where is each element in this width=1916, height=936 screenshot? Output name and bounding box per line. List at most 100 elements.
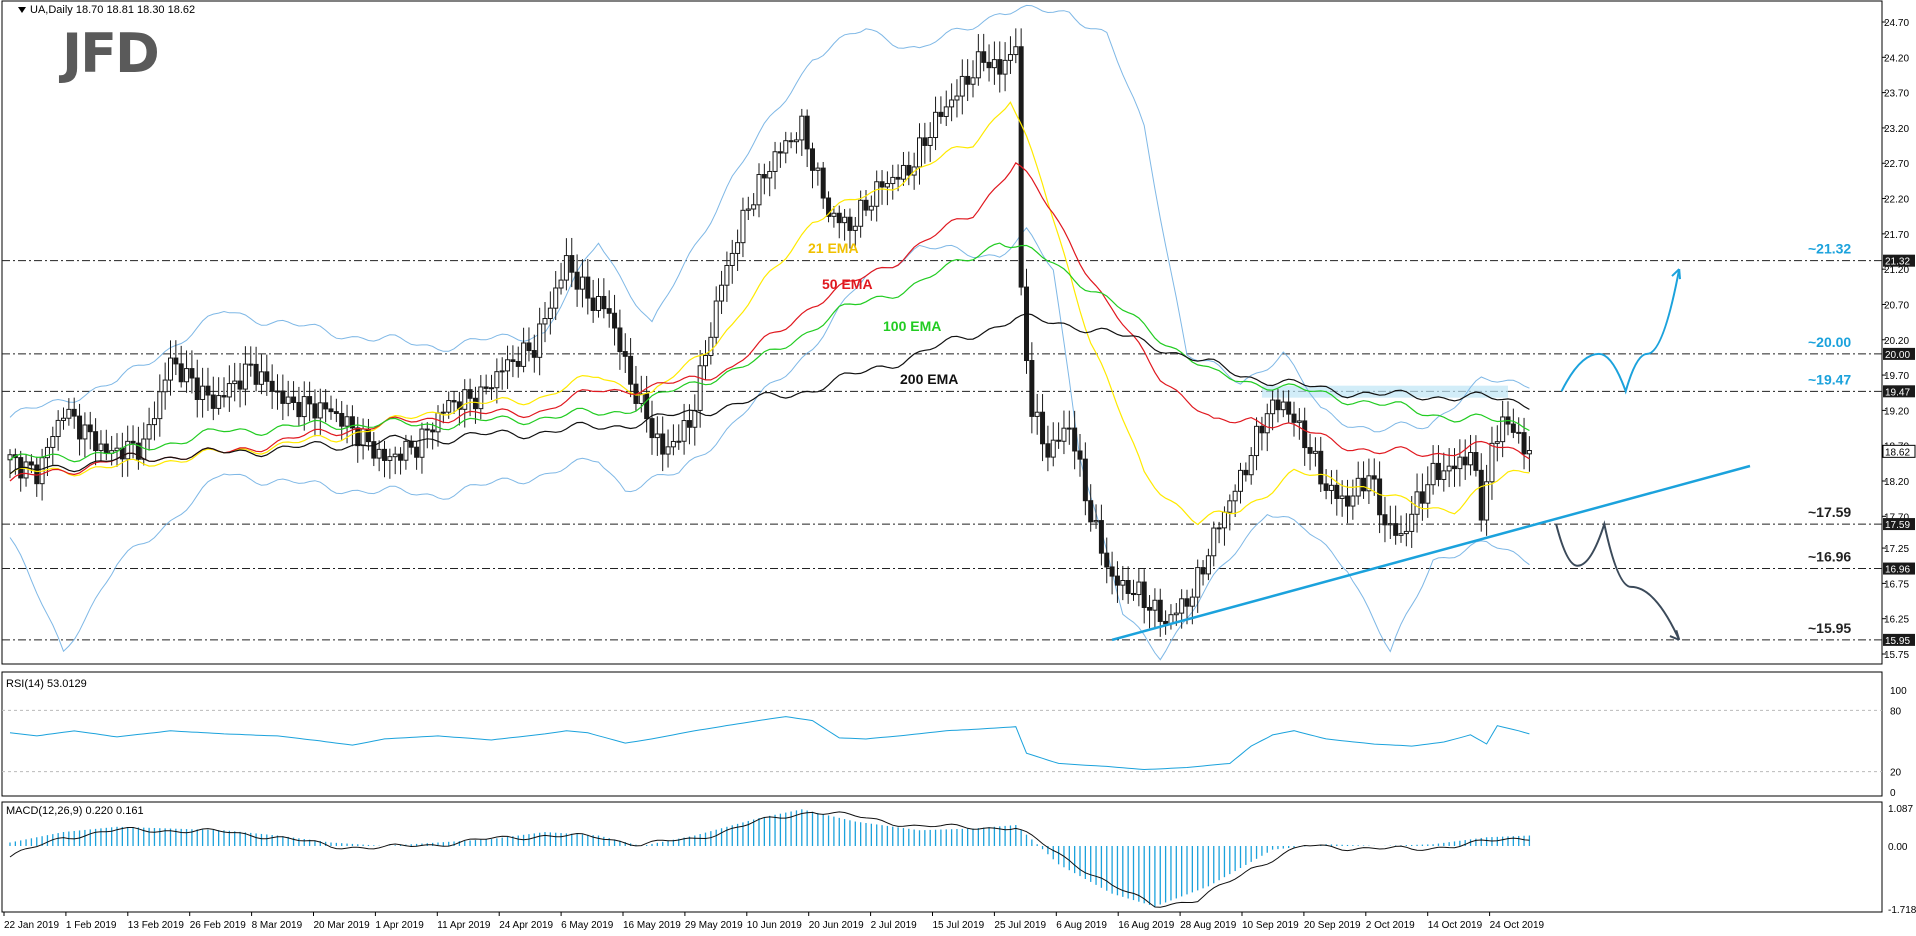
x-tick-label: 11 Apr 2019 <box>437 920 491 931</box>
x-tick-label: 24 Oct 2019 <box>1490 920 1545 931</box>
candle-body <box>767 170 773 179</box>
y-tick-label: 15.75 <box>1884 650 1909 661</box>
candle-body <box>1056 439 1062 442</box>
candle-body <box>997 59 1003 75</box>
candle-body <box>1425 484 1431 504</box>
candle-body <box>1002 59 1008 75</box>
candle-body <box>387 456 393 461</box>
candle-body <box>729 252 735 266</box>
candle-body <box>130 440 136 444</box>
candle-body <box>1328 484 1334 491</box>
level-price-tag-text: 20.00 <box>1885 350 1910 361</box>
candle-body <box>804 115 810 150</box>
y-tick-label: 16.25 <box>1884 615 1909 626</box>
candle-body <box>1104 552 1110 568</box>
candle-body <box>1093 520 1099 523</box>
candle-body <box>965 75 971 85</box>
candle-body <box>868 205 874 211</box>
candle-body <box>1205 555 1211 575</box>
candle-body <box>258 371 264 385</box>
candle-body <box>863 199 869 211</box>
level-price-tag <box>1883 562 1915 575</box>
ema-100-line <box>9 242 1530 463</box>
candle-body <box>173 357 179 365</box>
candle-body <box>1526 450 1532 455</box>
candle-body <box>125 440 131 460</box>
candle-body <box>1494 441 1500 444</box>
macd-pane <box>1 801 1883 913</box>
candle-body <box>114 447 120 452</box>
candle-body <box>922 137 928 146</box>
candle-body <box>355 427 361 447</box>
candle-body <box>1024 286 1029 362</box>
candle-body <box>1414 491 1420 515</box>
candle-body <box>269 380 275 392</box>
candle-body <box>1377 478 1383 516</box>
candle-body <box>1457 456 1463 470</box>
candle-body <box>440 411 446 414</box>
level-price-tag <box>1883 385 1915 398</box>
candle-body <box>1184 598 1190 607</box>
bullish-scenario-arrow <box>1560 268 1681 395</box>
candle-body <box>221 395 227 398</box>
candle-body <box>349 416 355 429</box>
candle-body <box>670 440 676 448</box>
candle-body <box>638 393 644 404</box>
candle-body <box>1291 413 1297 423</box>
candle-body <box>1109 566 1115 577</box>
x-tick-label: 10 Jun 2019 <box>747 920 802 931</box>
candle-body <box>1200 567 1206 575</box>
candle-body <box>1419 491 1425 504</box>
collapse-triangle-icon[interactable] <box>18 7 26 14</box>
candle-body <box>703 355 708 367</box>
candle-body <box>585 276 591 299</box>
candle-body <box>1500 416 1506 443</box>
candle-body <box>820 167 826 199</box>
candle-body <box>28 461 34 466</box>
candle-body <box>596 295 601 311</box>
candle-body <box>216 395 222 409</box>
candle-body <box>414 446 420 458</box>
candle-body <box>339 412 345 427</box>
candle-body <box>713 300 719 338</box>
level-label: ~19.47 <box>1808 371 1851 387</box>
candle-body <box>1473 452 1479 471</box>
x-tick-label: 25 Jul 2019 <box>994 920 1046 931</box>
candle-body <box>408 440 414 448</box>
candle-body <box>628 355 634 385</box>
main-pane <box>1 0 1883 665</box>
candle-body <box>884 183 890 188</box>
candle-body <box>392 453 398 458</box>
candle-body <box>986 61 992 69</box>
candle-body <box>1045 443 1051 458</box>
candle-body <box>1521 432 1527 455</box>
rsi-tick-label: 0 <box>1890 788 1896 799</box>
candle-body <box>307 396 313 405</box>
candle-body <box>1066 427 1072 430</box>
candle-body <box>1195 567 1201 598</box>
ema-50-line <box>9 162 1530 482</box>
ema-label: 100 EMA <box>883 318 941 334</box>
candle-body <box>836 212 842 224</box>
x-tick-label: 20 Sep 2019 <box>1304 920 1361 931</box>
macd-tick-label: -1.718 <box>1888 905 1916 916</box>
candle-body <box>184 368 190 383</box>
macd-panel-label: MACD(12,26,9) 0.220 0.161 <box>6 805 144 817</box>
candle-body <box>1323 483 1329 491</box>
candle-body <box>1462 456 1468 466</box>
x-tick-label: 2 Oct 2019 <box>1366 920 1415 931</box>
level-price-tag <box>1883 254 1915 267</box>
candle-body <box>1029 360 1035 417</box>
candle-body <box>323 402 329 410</box>
candle-body <box>617 327 623 353</box>
symbol-header: UA,Daily 18.70 18.81 18.30 18.62 <box>18 4 195 16</box>
candle-body <box>1334 484 1340 499</box>
candle-body <box>900 164 906 180</box>
x-tick-label: 13 Feb 2019 <box>128 920 185 931</box>
ema-label: 21 EMA <box>808 240 859 256</box>
ema-label: 200 EMA <box>900 371 958 387</box>
candle-body <box>205 385 211 396</box>
y-tick-label: 21.20 <box>1884 265 1909 276</box>
x-tick-label: 26 Feb 2019 <box>190 920 247 931</box>
